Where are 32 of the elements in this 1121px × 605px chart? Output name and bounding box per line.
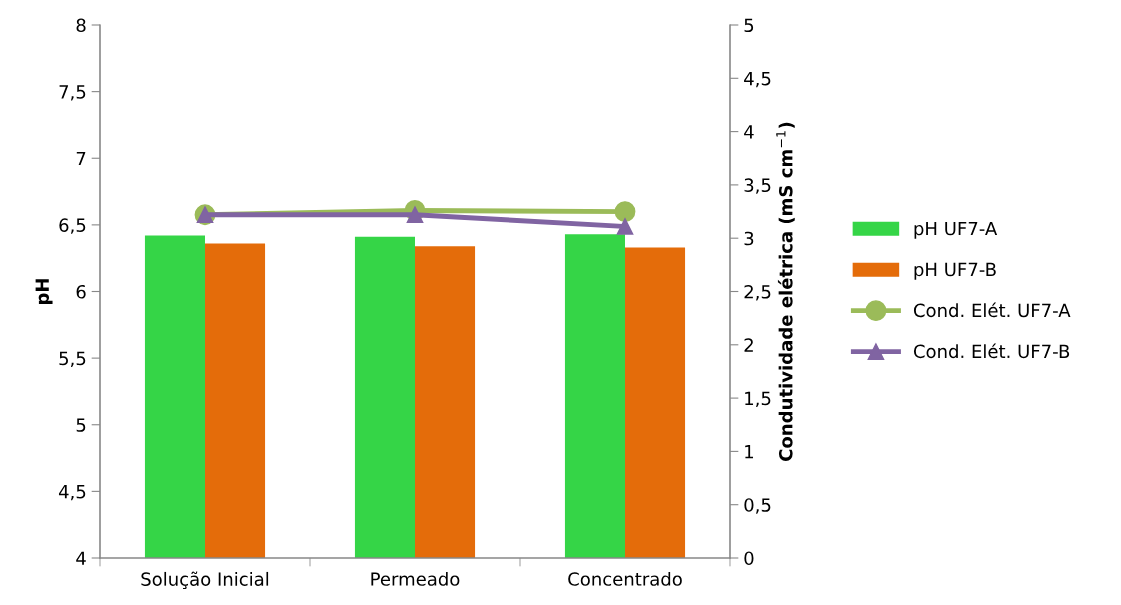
point	[406, 206, 424, 224]
y2-tick-label: 3	[744, 231, 754, 246]
y-tick-label: 4	[76, 551, 86, 565]
y-tick-label: 5	[76, 418, 86, 432]
y2-tick-label: 1	[745, 445, 754, 459]
legend-label: pH UF7-B	[914, 262, 996, 280]
y-axis-title: pH	[35, 279, 53, 304]
y2-tick-label: 5	[744, 18, 754, 33]
y2-tick-label: 2	[744, 338, 753, 352]
y2-tick-label: 1,5	[745, 391, 771, 408]
y2-tick-label: 3,5	[744, 178, 771, 194]
legend-label: Cond. Elét. UF7-B	[913, 343, 1070, 359]
y2-tick-label: 0	[744, 551, 754, 566]
y2-tick-label: 4	[744, 125, 754, 139]
y-tick-label: 6	[76, 284, 86, 299]
y-tick-label: 7	[76, 151, 86, 166]
legend-label: pH UF7-A	[914, 221, 998, 239]
x-tick-label: Solução Inicial	[141, 571, 269, 590]
point	[616, 218, 634, 235]
point	[614, 201, 636, 222]
y2-tick-label: 2,5	[744, 284, 771, 301]
x-tick-label: Permeado	[371, 571, 460, 586]
y-tick-label: 6,5	[59, 218, 86, 234]
y-tick-label: 5,5	[59, 351, 86, 368]
y-tick-label: 4,5	[58, 485, 86, 501]
y2-axis-title: Condutividade elétrica (mS cm$^{−1}$)	[776, 122, 795, 461]
y2-tick-label: 4,5	[744, 72, 771, 88]
legend-label: Cond. Elét. UF7-A	[913, 302, 1071, 318]
y-tick-label: 7,5	[59, 85, 86, 101]
x-tick-label: Concentrado	[568, 571, 682, 586]
y2-tick-label: 0,5	[744, 498, 771, 514]
y-tick-label: 8	[76, 18, 86, 33]
